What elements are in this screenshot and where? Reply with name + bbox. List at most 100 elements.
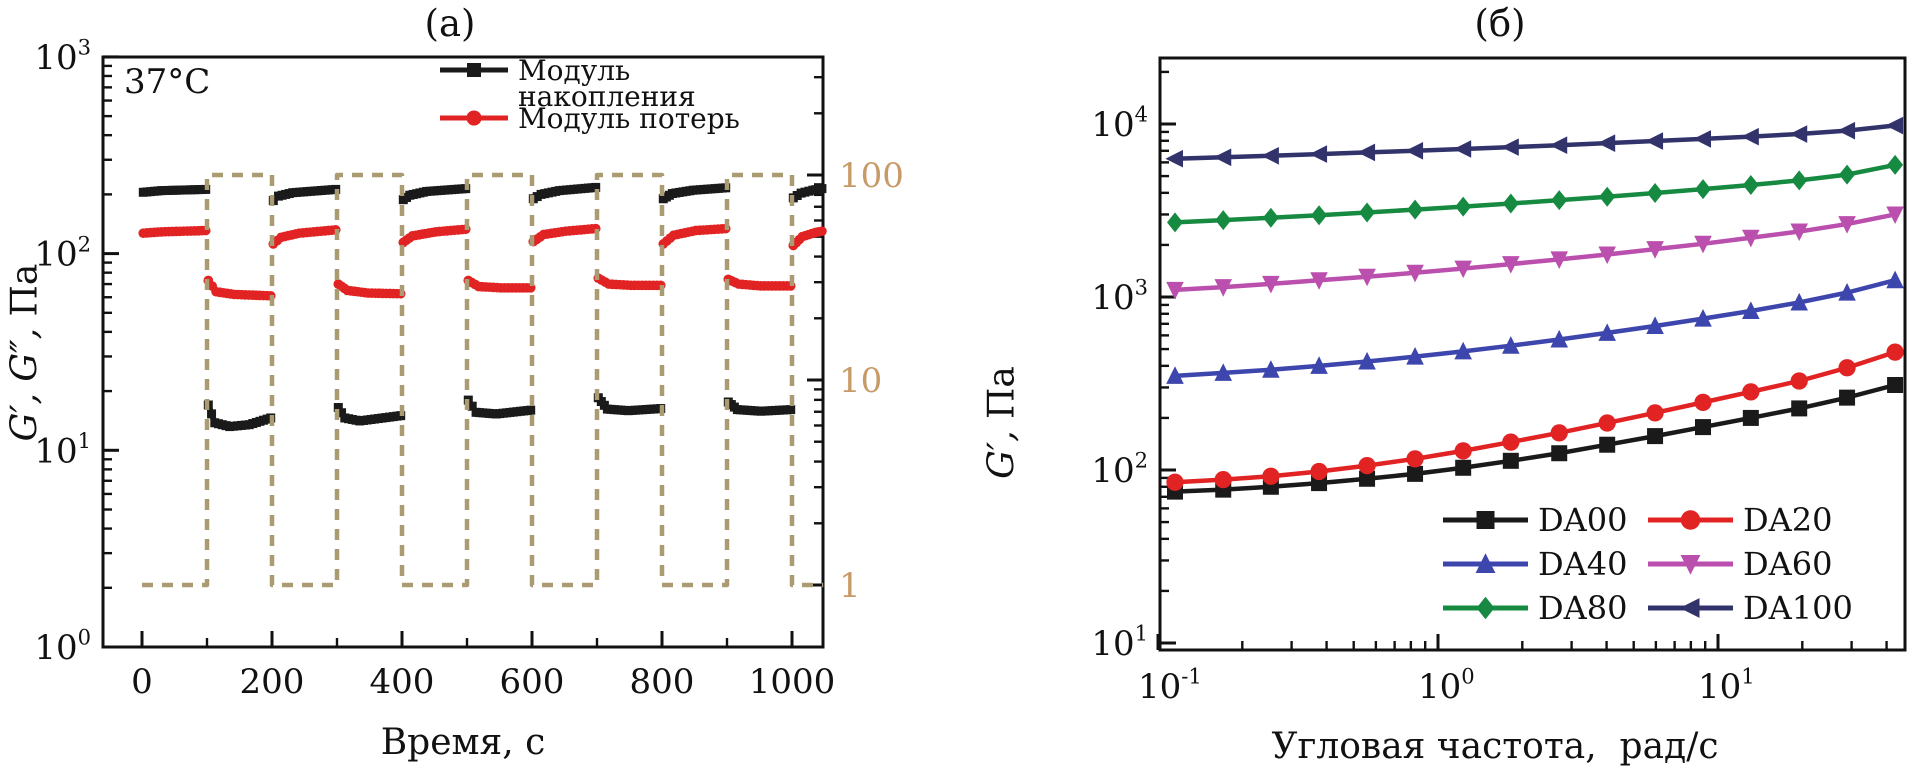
series-marker bbox=[207, 409, 217, 419]
series-marker bbox=[786, 405, 796, 415]
panel-a-x-tick-label: 400 bbox=[370, 662, 435, 702]
series-DA100-marker bbox=[1501, 138, 1519, 156]
series-DA40-marker bbox=[1262, 360, 1280, 378]
series-DA80-marker bbox=[1887, 154, 1904, 175]
panel-a-legend-label: накопления bbox=[518, 80, 696, 113]
series-DA40-marker bbox=[1694, 309, 1712, 327]
series-DA60-marker bbox=[1838, 216, 1856, 234]
series-DA00-marker bbox=[1551, 445, 1568, 462]
panel-a-legend-marker bbox=[467, 63, 481, 77]
panel-b-legend-marker bbox=[1679, 598, 1700, 618]
series-DA40-marker bbox=[1838, 283, 1856, 301]
series-DA00-marker bbox=[1599, 436, 1616, 453]
panel-a-yaxis-unit: Па bbox=[4, 263, 46, 317]
series-DA80-marker bbox=[1455, 196, 1472, 217]
series-DA20-marker bbox=[1166, 473, 1184, 491]
series-DA20-marker bbox=[1214, 470, 1232, 489]
panel-a-x-tick-label: 800 bbox=[630, 662, 695, 702]
panel-b-legend-label: DA20 bbox=[1743, 501, 1832, 539]
panel-a-yaxis-symbols: G′, G″, bbox=[4, 327, 46, 442]
panel-a-y-tick-label: 100 bbox=[34, 625, 91, 668]
panel-a-y2-tick-label: 10 bbox=[839, 361, 882, 401]
series-DA60-marker bbox=[1502, 256, 1520, 274]
panel-a-x-tick-label: 0 bbox=[131, 662, 153, 702]
series-DA80-marker bbox=[1359, 202, 1376, 223]
series-DA60-marker bbox=[1214, 279, 1233, 297]
panel-b-legend-marker bbox=[1475, 553, 1496, 573]
series-DA80-line bbox=[1174, 162, 1896, 225]
series-DA100-marker bbox=[1597, 134, 1616, 152]
series-DA60-line bbox=[1174, 212, 1896, 293]
series-DA60-marker bbox=[1454, 260, 1472, 279]
series-DA80-marker bbox=[1215, 210, 1232, 231]
series-DA80-marker bbox=[1839, 164, 1856, 185]
series-DA100-marker bbox=[1309, 145, 1328, 163]
panel-b-yaxis-symbols: G′, bbox=[981, 430, 1023, 479]
panel-a-legend-marker bbox=[466, 110, 482, 126]
series-DA20-line bbox=[1174, 350, 1896, 485]
series-DA100-marker bbox=[1453, 140, 1472, 158]
series-DA00-marker bbox=[1839, 389, 1856, 406]
series-marker bbox=[467, 401, 477, 411]
panel-b-legend-marker bbox=[1476, 511, 1495, 529]
series-DA60-marker bbox=[1886, 206, 1904, 225]
series-DA20-marker bbox=[1502, 433, 1520, 451]
strain-program-line bbox=[142, 172, 824, 588]
series-DA60-marker bbox=[1550, 251, 1569, 269]
series-DA20-marker bbox=[1310, 462, 1328, 481]
panel-a-y-tick-label: 103 bbox=[34, 35, 91, 78]
series-DA20-marker bbox=[1646, 404, 1664, 422]
series-DA20-marker bbox=[1262, 467, 1280, 485]
panel-a-y2-tick-label: 1 bbox=[839, 566, 861, 606]
series-DA60-marker bbox=[1406, 264, 1424, 283]
series-DA40-line bbox=[1174, 278, 1896, 379]
series-DA40-marker bbox=[1214, 363, 1233, 381]
series-DA60-marker bbox=[1694, 235, 1712, 254]
series-DA40-marker bbox=[1742, 301, 1760, 319]
series-DA20-marker bbox=[1742, 383, 1760, 401]
panel-a-x-tick-label: 1000 bbox=[749, 662, 836, 702]
series-DA00-marker bbox=[1502, 452, 1519, 469]
series-DA60-marker bbox=[1646, 241, 1664, 259]
series-DA20-marker bbox=[1598, 414, 1616, 432]
panel-a-x-tick-label: 600 bbox=[500, 662, 565, 702]
series-DA100-marker bbox=[1261, 146, 1279, 165]
series-DA80-marker bbox=[1599, 186, 1616, 207]
series-DA80-marker bbox=[1407, 199, 1424, 220]
series-DA40-marker bbox=[1166, 366, 1184, 384]
series-DA20-marker bbox=[1454, 442, 1472, 460]
panel-b-x-tick-label: 10-1 bbox=[1138, 664, 1202, 707]
series-DA00-marker bbox=[1455, 459, 1472, 476]
panel-b-xaxis-label: Угловая частота, рад/с bbox=[1271, 726, 1719, 767]
series-DA100-marker bbox=[1693, 130, 1712, 148]
series-DA100-marker bbox=[1789, 125, 1808, 143]
series-DA20-marker bbox=[1886, 343, 1904, 361]
series-DA100-marker bbox=[1885, 116, 1904, 135]
series-DA60-marker bbox=[1790, 223, 1809, 242]
series-marker bbox=[817, 184, 827, 194]
panel-a-yaxis-label: G′, G″, Па bbox=[5, 193, 46, 513]
series-DA80-marker bbox=[1742, 175, 1759, 196]
panel-b-legend-marker bbox=[1476, 596, 1495, 620]
panel-a-xaxis-label: Время, с bbox=[380, 722, 546, 763]
series-DA60-marker bbox=[1598, 246, 1616, 265]
series-DA60-marker bbox=[1262, 275, 1280, 294]
panel-b-x-tick-label: 101 bbox=[1698, 664, 1755, 707]
series-DA80-marker bbox=[1791, 170, 1808, 191]
series-DA100-marker bbox=[1405, 141, 1424, 160]
series-DA40-marker bbox=[1790, 292, 1809, 311]
series-DA100-marker bbox=[1357, 143, 1376, 162]
series-DA40-marker bbox=[1502, 336, 1520, 354]
series-DA80-marker bbox=[1551, 190, 1568, 211]
panel-b-frame bbox=[1158, 56, 1907, 652]
series-DA100-marker bbox=[1213, 148, 1232, 167]
series-DA80-marker bbox=[1647, 183, 1664, 204]
panel-a-x-tick-label: 200 bbox=[240, 662, 305, 702]
series-DA100-marker bbox=[1837, 121, 1856, 140]
panel-a-y2-tick-label: 100 bbox=[839, 156, 904, 196]
series-DA00-marker bbox=[1695, 419, 1712, 436]
panel-b-legend-label: DA60 bbox=[1743, 545, 1832, 583]
series-DA40-marker bbox=[1550, 329, 1569, 348]
